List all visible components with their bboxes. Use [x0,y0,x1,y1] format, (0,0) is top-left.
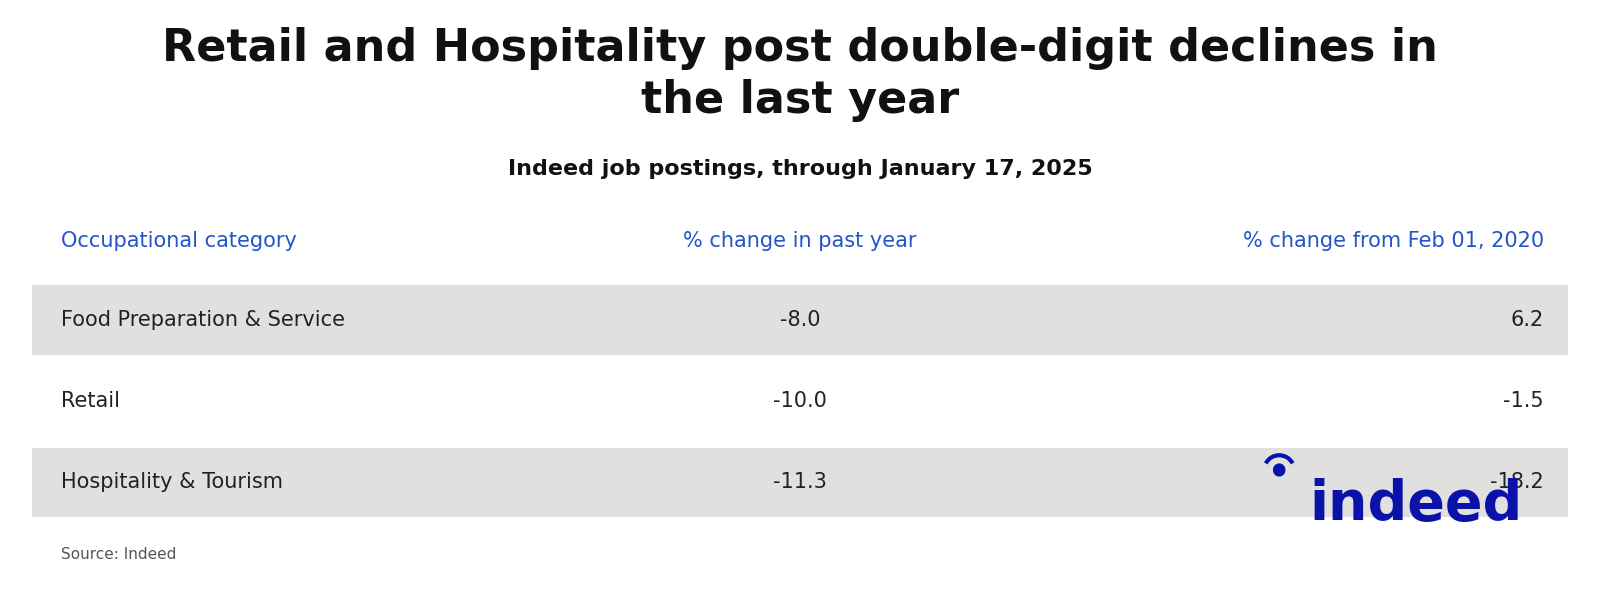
Text: -1.5: -1.5 [1504,391,1544,411]
Bar [32,285,1568,355]
Text: Hospitality & Tourism: Hospitality & Tourism [61,472,283,492]
Text: -8.0: -8.0 [779,310,821,330]
Text: -18.2: -18.2 [1490,472,1544,492]
Text: -11.3: -11.3 [773,472,827,492]
Text: Source: Indeed: Source: Indeed [61,547,176,562]
Text: Retail and Hospitality post double-digit declines in
the last year: Retail and Hospitality post double-digit… [162,27,1438,121]
Bar [32,448,1568,517]
Text: Retail: Retail [61,391,120,411]
Text: indeed: indeed [1309,478,1523,532]
Text: % change in past year: % change in past year [683,231,917,251]
Circle shape [1274,464,1285,476]
Text: Food Preparation & Service: Food Preparation & Service [61,310,346,330]
Text: Indeed job postings, through January 17, 2025: Indeed job postings, through January 17,… [507,159,1093,179]
Bar [32,367,1568,436]
Text: Occupational category: Occupational category [61,231,296,251]
Text: % change from Feb 01, 2020: % change from Feb 01, 2020 [1243,231,1544,251]
Text: 6.2: 6.2 [1510,310,1544,330]
Text: -10.0: -10.0 [773,391,827,411]
